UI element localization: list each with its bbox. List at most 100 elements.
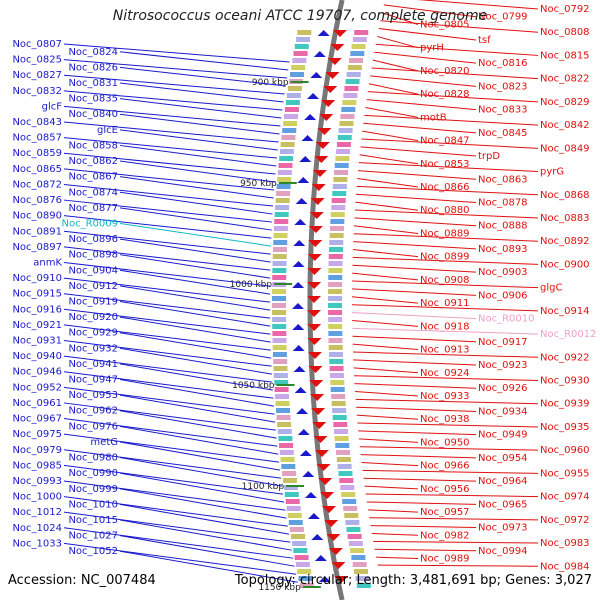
reverse-cds-arrow bbox=[332, 30, 347, 37]
gene-block-reverse bbox=[329, 226, 344, 231]
gene-block-forward bbox=[285, 499, 300, 504]
gene-leader-reverse bbox=[352, 248, 419, 258]
reverse-cds-arrow bbox=[312, 170, 327, 177]
gene-leader-reverse bbox=[366, 501, 477, 505]
gene-leader-reverse bbox=[358, 170, 477, 180]
gene-block-forward bbox=[284, 492, 299, 497]
gene-leader-forward bbox=[63, 511, 291, 543]
gene-label-forward: Noc_0967 bbox=[12, 414, 62, 425]
gene-label-reverse: tsf bbox=[478, 35, 491, 46]
forward-cds-arrow bbox=[292, 303, 305, 309]
gene-block-reverse bbox=[332, 408, 347, 413]
gene-label-reverse: Noc_0866 bbox=[420, 182, 470, 193]
gene-block-forward bbox=[278, 163, 293, 168]
gene-label-forward: Noc_0916 bbox=[12, 304, 62, 315]
gene-block-reverse bbox=[330, 387, 345, 392]
reverse-cds-arrow bbox=[331, 562, 346, 569]
gene-block-forward bbox=[291, 534, 306, 539]
gene-label-forward: Noc_0941 bbox=[68, 359, 118, 370]
gene-leader-forward bbox=[119, 269, 271, 295]
gene-leader-reverse bbox=[353, 241, 477, 250]
reverse-cds-arrow bbox=[311, 408, 326, 415]
gene-block-forward bbox=[272, 310, 287, 315]
gene-leader-forward bbox=[119, 254, 271, 279]
gene-block-reverse bbox=[328, 296, 343, 301]
gene-leader-reverse bbox=[357, 422, 539, 428]
gene-leader-forward bbox=[63, 527, 294, 559]
gene-label-reverse: Noc_0914 bbox=[540, 306, 590, 317]
gene-label-reverse: Noc_0883 bbox=[540, 213, 590, 224]
gene-label-reverse: Noc_0863 bbox=[478, 174, 528, 185]
gene-leader-forward bbox=[119, 519, 292, 551]
gene-label-forward: Noc_0962 bbox=[68, 406, 118, 417]
gene-label-reverse: Noc_0903 bbox=[478, 267, 528, 278]
reverse-cds-arrow bbox=[322, 506, 337, 513]
gene-block-forward bbox=[285, 100, 300, 105]
gene-leader-forward bbox=[63, 433, 280, 463]
gene-block-forward bbox=[294, 555, 309, 560]
gene-block-reverse bbox=[352, 37, 367, 42]
gene-label-reverse: Noc_0892 bbox=[540, 236, 590, 247]
gene-label-reverse: Noc_0972 bbox=[540, 515, 590, 526]
forward-cds-arrow bbox=[294, 219, 307, 225]
gene-leader-reverse bbox=[356, 406, 477, 412]
gene-block-forward bbox=[289, 527, 304, 532]
gene-label-reverse: Noc_0822 bbox=[540, 74, 590, 85]
gene-leader-reverse bbox=[380, 20, 539, 33]
gene-block-reverse bbox=[329, 233, 344, 238]
gene-block-reverse bbox=[336, 142, 351, 147]
gene-label-reverse: Noc_0792 bbox=[540, 4, 590, 15]
gene-leader-reverse bbox=[372, 59, 419, 72]
gene-label-reverse: Noc_0930 bbox=[540, 376, 590, 387]
gene-label-reverse: Noc_0815 bbox=[540, 50, 590, 61]
gene-block-reverse bbox=[337, 464, 352, 469]
gene-leader-forward bbox=[63, 183, 274, 207]
gene-block-reverse bbox=[340, 485, 355, 490]
gene-block-reverse bbox=[345, 79, 360, 84]
gene-leader-forward bbox=[119, 113, 280, 135]
gene-block-forward bbox=[279, 450, 294, 455]
accession-label: Accession: NC_007484 bbox=[8, 573, 156, 588]
gene-label-forward: Noc_0980 bbox=[68, 453, 118, 464]
gene-label-forward: glcF bbox=[42, 101, 63, 112]
gene-label-forward: Noc_0826 bbox=[68, 62, 118, 73]
gene-block-reverse bbox=[328, 289, 343, 294]
gene-label-forward: Noc_0897 bbox=[12, 242, 62, 253]
forward-cds-arrow bbox=[301, 135, 314, 141]
gene-block-reverse bbox=[339, 121, 354, 126]
forward-cds-arrow bbox=[318, 576, 331, 582]
gene-block-reverse bbox=[349, 58, 364, 63]
gene-block-reverse bbox=[339, 478, 354, 483]
gene-block-reverse bbox=[342, 499, 357, 504]
gene-leader-reverse bbox=[355, 201, 419, 211]
gene-leader-forward bbox=[119, 191, 273, 215]
gene-leader-reverse bbox=[383, 4, 477, 18]
gene-block-forward bbox=[297, 30, 312, 35]
gene-label-forward: Noc_0858 bbox=[68, 140, 118, 151]
forward-cds-arrow bbox=[304, 114, 317, 120]
gene-leader-forward bbox=[119, 332, 272, 359]
gene-block-forward bbox=[276, 415, 291, 420]
gene-leader-forward bbox=[119, 316, 271, 343]
gene-leader-reverse bbox=[378, 28, 477, 41]
gene-label-forward: Noc_0807 bbox=[12, 39, 62, 50]
gene-label-reverse: Noc_0926 bbox=[478, 383, 528, 394]
reverse-cds-arrow bbox=[318, 478, 333, 485]
scale-tick-label: 1150 kbp bbox=[258, 583, 301, 593]
gene-block-reverse bbox=[341, 492, 356, 497]
reverse-cds-arrow bbox=[313, 436, 328, 443]
gene-label-reverse: Noc_0922 bbox=[540, 352, 590, 363]
gene-block-reverse bbox=[344, 86, 359, 91]
gene-block-forward bbox=[281, 135, 296, 140]
gene-leader-forward bbox=[63, 74, 285, 95]
gene-leader-reverse bbox=[364, 485, 419, 490]
gene-leader-forward bbox=[63, 168, 275, 191]
gene-leader-reverse bbox=[354, 209, 539, 219]
gene-leader-forward bbox=[119, 144, 277, 167]
gene-label-forward: Noc_0929 bbox=[68, 328, 118, 339]
gene-leader-forward bbox=[119, 176, 274, 199]
gene-label-forward: Noc_0947 bbox=[68, 375, 118, 386]
gene-label-reverse: Noc_R0010 bbox=[478, 314, 535, 325]
gene-label-reverse: Noc_0957 bbox=[420, 507, 470, 518]
